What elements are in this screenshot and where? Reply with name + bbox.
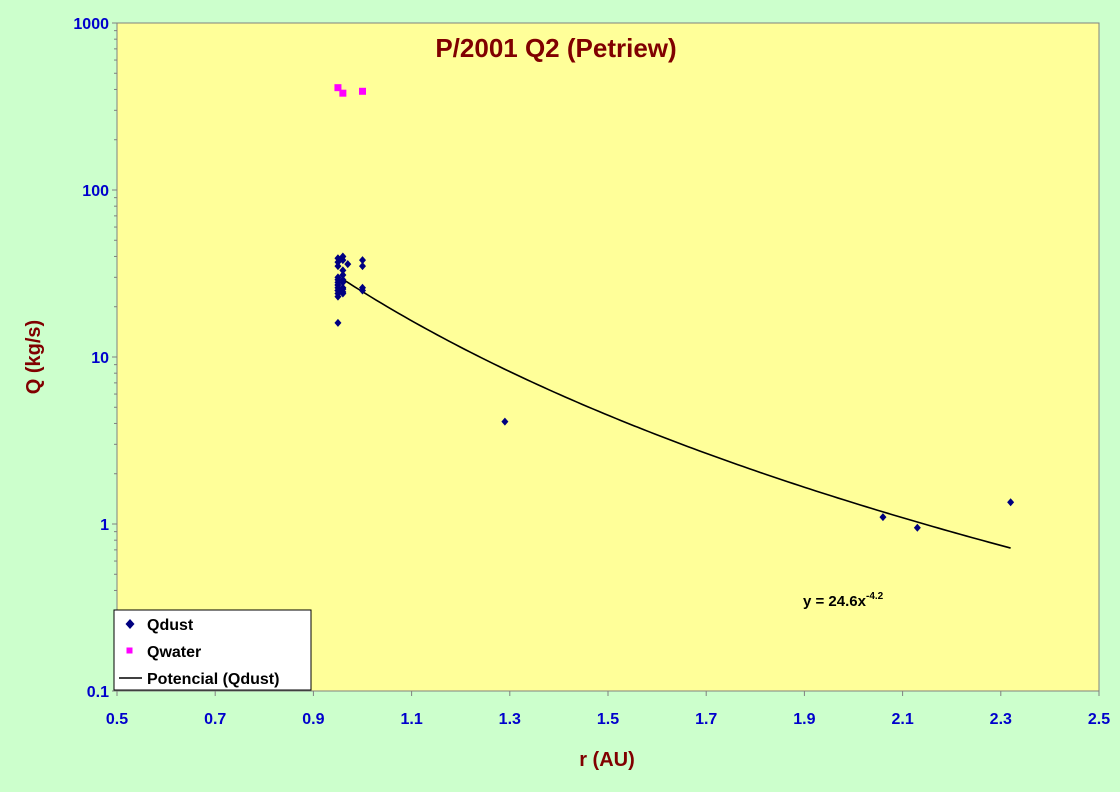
points-layer	[334, 84, 1015, 532]
qwater-point	[339, 89, 347, 97]
qdust-point	[359, 286, 366, 295]
x-axis: 0.5 0.7 0.9 1.1 1.3 1.5 1.7 1.9 2.1 2.3 2.5	[106, 691, 1110, 728]
qdust-point	[334, 318, 342, 327]
chart-title: P/2001 Q2 (Petriew)	[435, 33, 676, 63]
x-tick-label: 1.1	[400, 711, 422, 728]
y-tick-label: 100	[82, 183, 109, 200]
x-tick-label: 2.1	[891, 711, 913, 728]
x-tick-label: 0.5	[106, 711, 128, 728]
qdust-point	[334, 262, 342, 271]
legend-qwater-marker	[126, 647, 133, 654]
trendline-potencial	[342, 278, 1011, 549]
legend-box	[113, 609, 312, 691]
equation-exponent: -4.2	[866, 591, 884, 602]
x-tick-label: 2.3	[990, 711, 1012, 728]
x-tick-label: 0.7	[204, 711, 226, 728]
qdust-point	[339, 278, 347, 287]
qdust-point	[339, 289, 347, 298]
plot-area	[116, 22, 1100, 692]
x-tick-label: 1.3	[499, 711, 521, 728]
qdust-point	[334, 292, 342, 301]
legend-qwater-label: Qwater	[147, 644, 201, 661]
legend: Qdust Qwater Potencial (Qdust)	[113, 609, 312, 691]
x-tick-label: 1.5	[597, 711, 619, 728]
trendline-layer	[342, 278, 1011, 549]
qdust-point	[339, 256, 347, 265]
qdust-point	[344, 260, 352, 269]
qdust-point	[339, 266, 347, 275]
y-tick-label: 10	[91, 350, 109, 367]
legend-qdust-marker	[125, 619, 135, 629]
legend-qdust-label: Qdust	[147, 617, 194, 634]
x-axis-title: r (AU)	[579, 749, 635, 771]
qdust-point	[879, 513, 887, 522]
y-axis: 0.1 1 10 100 1000	[73, 16, 117, 701]
x-tick-label: 1.7	[695, 711, 717, 728]
qdust-point	[359, 256, 366, 265]
qdust-point	[1007, 498, 1015, 507]
trendline-equation: y = 24.6x-4.2	[803, 591, 884, 610]
y-tick-label: 1	[100, 517, 109, 534]
qwater-point	[359, 87, 366, 95]
y-tick-label: 0.1	[87, 684, 109, 701]
x-tick-label: 2.5	[1088, 711, 1110, 728]
equation-main: y = 24.6x	[803, 593, 867, 610]
qdust-point	[501, 417, 509, 426]
qdust-point	[913, 523, 921, 532]
legend-trend-label: Potencial (Qdust)	[147, 671, 279, 688]
x-tick-label: 1.9	[793, 711, 815, 728]
y-axis-title: Q (kg/s)	[23, 320, 45, 394]
y-tick-label: 1000	[73, 16, 109, 33]
qdust-point	[359, 262, 366, 271]
x-tick-label: 0.9	[302, 711, 324, 728]
qwater-point	[334, 84, 342, 92]
